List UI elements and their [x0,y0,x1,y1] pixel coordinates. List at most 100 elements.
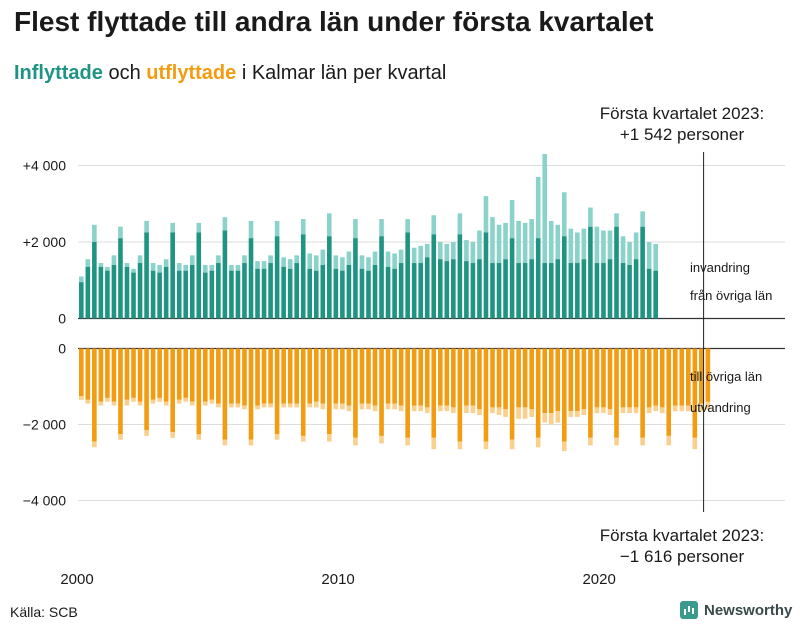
bar-in-domestic [575,263,580,319]
bar-out-utvandring [633,407,639,414]
bar-out-domestic [111,348,117,402]
bar-in-invandring [477,230,482,260]
bar-out-utvandring [385,403,391,410]
bar-out-domestic [176,348,182,400]
bar-out-utvandring [542,413,548,423]
bar-in-invandring [85,259,91,267]
bar-in-invandring [653,243,658,271]
bar-in-invandring [542,154,548,264]
bar-out-utvandring [496,407,502,415]
bar-in-invandring [189,255,195,265]
bar-in-invandring [346,251,352,265]
bar-out-utvandring [281,403,286,408]
bar-in-domestic [424,257,430,319]
bar-out-domestic [457,348,463,442]
bar-in-domestic [183,270,189,319]
bar-in-invandring [281,257,286,267]
bar-out-utvandring [320,403,326,410]
bar-in-invandring [359,255,365,269]
bar-in-invandring [157,264,162,273]
bar-out-domestic [92,348,97,442]
bar-in-domestic [444,261,450,319]
bar-out-domestic [692,348,698,438]
bar-in-invandring [92,224,97,242]
bar-in-invandring [483,196,489,233]
bar-in-invandring [561,192,567,237]
bar-out-utvandring [196,434,202,440]
bar-in-domestic [509,238,515,319]
bar-out-utvandring [659,407,665,414]
bar-in-domestic [555,259,561,319]
bar-in-invandring [242,255,247,264]
bar-in-invandring [105,266,110,271]
bar-out-domestic [653,348,658,406]
bar-in-domestic [392,268,397,319]
bar-out-utvandring [405,437,410,446]
bar-in-invandring [124,263,130,267]
bar-out-utvandring [150,399,156,404]
bar-in-invandring [327,213,332,237]
bar-in-domestic [496,263,502,319]
bar-in-invandring [274,220,280,237]
bar-out-domestic [614,348,619,438]
bar-out-utvandring [431,437,437,450]
bar-in-domestic [281,266,286,319]
bar-in-invandring [607,230,613,260]
bar-in-domestic [118,238,123,319]
bar-out-utvandring [98,401,104,406]
bar-out-domestic [385,348,391,404]
bar-in-invandring [183,264,189,271]
bar-in-domestic [222,230,228,319]
bar-out-utvandring [359,403,365,410]
bar-out-domestic [372,348,378,406]
bar-out-domestic [216,348,221,404]
bar-out-domestic [353,348,358,438]
bar-in-domestic [248,238,254,319]
bar-in-domestic [346,264,352,319]
y-tick-label: −2 000 [23,417,66,433]
bar-in-domestic [353,238,358,319]
bar-out-utvandring [294,403,299,408]
bar-in-domestic [333,268,339,319]
bar-in-domestic [542,263,548,319]
bar-in-domestic [640,226,645,319]
bar-in-domestic [287,268,293,319]
chart-title: Flest flyttade till andra län under förs… [14,6,654,37]
bar-in-domestic [529,259,534,319]
bar-in-invandring [229,264,234,271]
bar-out-domestic [320,348,326,404]
bar-out-utvandring [640,437,645,446]
bar-in-domestic [561,236,567,319]
bar-in-domestic [176,270,182,319]
bar-out-domestic [555,348,561,412]
bar-in-domestic [98,266,104,319]
bar-out-utvandring [255,405,260,410]
bar-out-utvandring [686,405,691,412]
bar-in-invandring [496,224,502,264]
bar-out-utvandring [176,399,182,404]
bar-out-utvandring [548,413,554,425]
bar-out-domestic [313,348,319,402]
bar-out-utvandring [209,399,215,404]
bar-in-invandring [366,257,371,271]
bar-out-domestic [424,348,430,408]
y-tick-label: 0 [58,341,66,357]
bar-in-domestic [189,264,195,319]
bar-in-domestic [372,264,378,319]
bar-in-domestic [307,268,313,319]
bar-out-utvandring [535,437,541,448]
bar-out-domestic [333,348,339,404]
x-tick-label: 2010 [321,571,354,588]
bar-in-invandring [203,264,208,273]
bar-in-domestic [216,263,221,319]
bar-in-invandring [340,257,345,271]
bar-in-invandring [385,251,391,267]
bar-out-domestic [157,348,162,398]
bar-out-domestic [470,348,476,406]
bar-out-domestic [633,348,639,408]
bar-in-invandring [111,255,117,265]
bar-in-invandring [333,255,339,269]
bar-out-domestic [666,348,672,436]
bar-in-domestic [411,263,417,319]
bar-in-domestic [418,263,424,319]
